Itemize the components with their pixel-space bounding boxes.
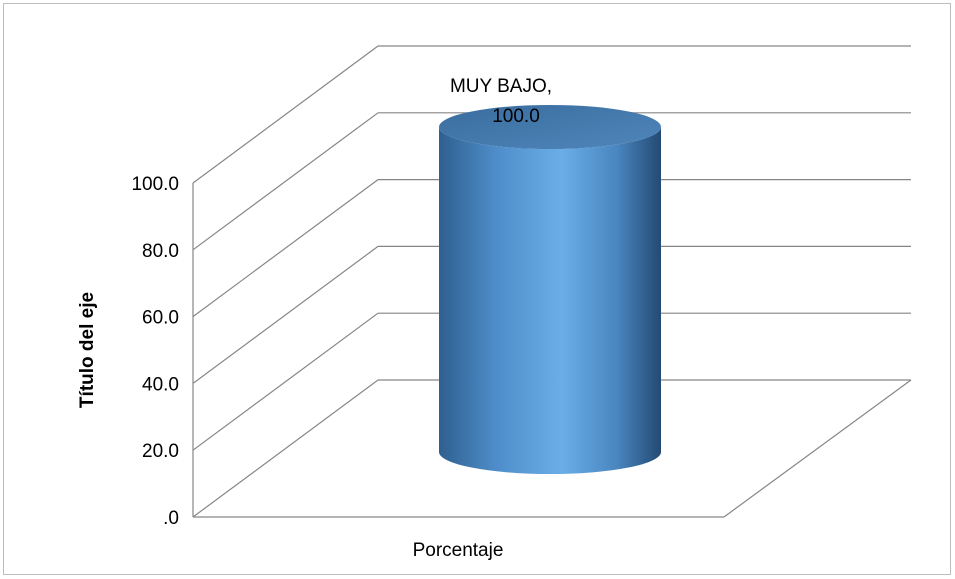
data-label-series: MUY BAJO, xyxy=(450,76,552,97)
gridline-diagonal xyxy=(192,112,379,251)
gridline-diagonal xyxy=(192,379,379,518)
y-axis-ticks: .0 20.0 40.0 60.0 80.0 100.0 xyxy=(131,174,179,529)
y-tick-label: 40.0 xyxy=(142,374,179,395)
gridline-diagonal xyxy=(192,45,379,184)
gridline-diagonal xyxy=(192,179,379,318)
bars xyxy=(439,105,661,474)
gridline-diagonal xyxy=(192,312,379,451)
bar-top-cap xyxy=(439,105,661,149)
y-tick-label: 80.0 xyxy=(142,241,179,262)
floor-right-edge xyxy=(723,379,912,518)
chart-walls xyxy=(192,183,912,518)
y-tick-label: .0 xyxy=(163,508,179,529)
data-label-value: 100.0 xyxy=(492,106,540,127)
x-category-label: Porcentaje xyxy=(413,540,504,561)
y-axis-title: Título del eje xyxy=(77,292,98,408)
y-tick-label: 100.0 xyxy=(131,174,179,195)
gridline-diagonal xyxy=(192,245,379,384)
y-tick-label: 60.0 xyxy=(142,308,179,329)
bar-muy-bajo xyxy=(439,127,661,474)
y-tick-label: 20.0 xyxy=(142,441,179,462)
